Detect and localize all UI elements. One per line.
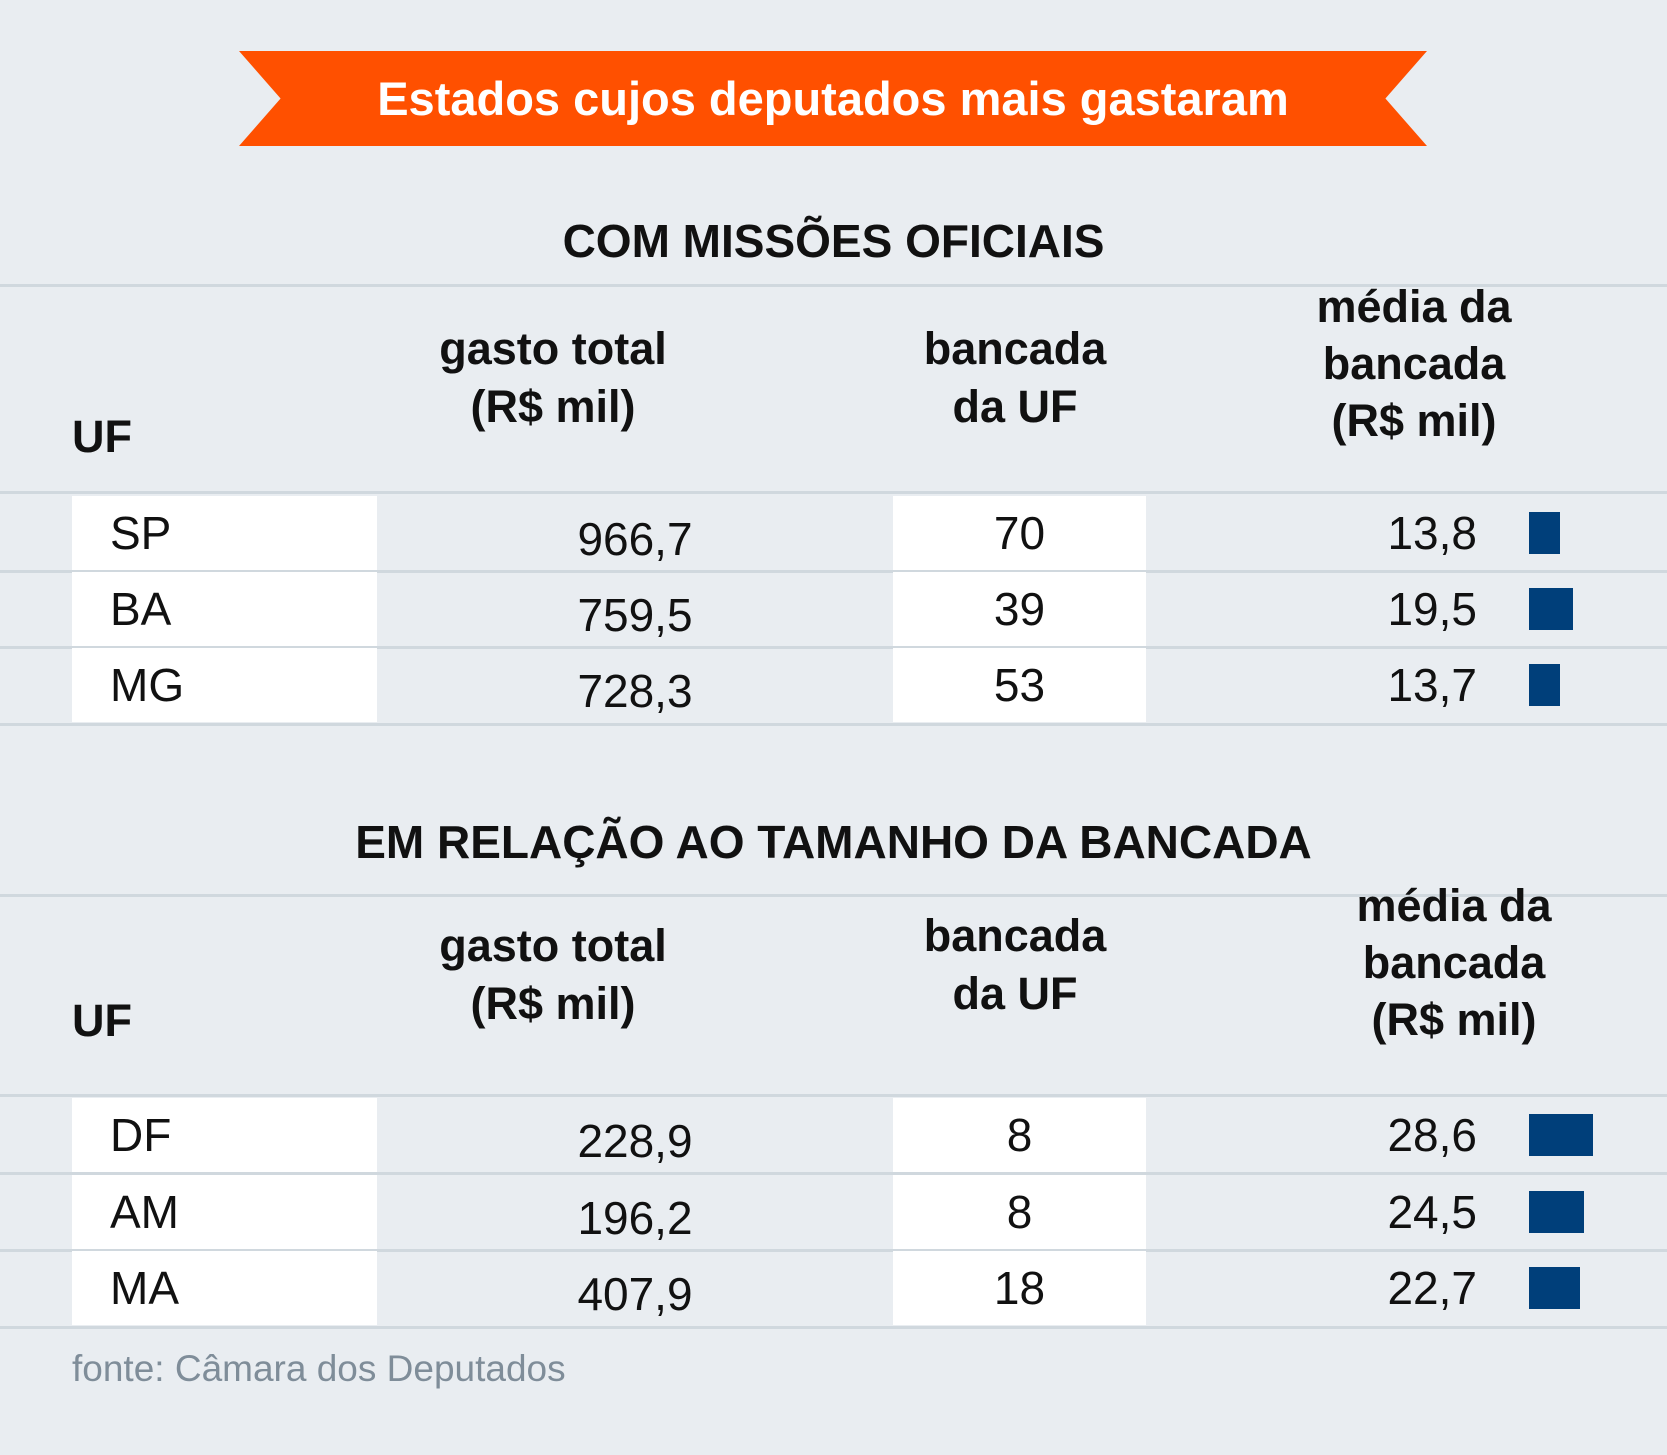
row-divider — [0, 1172, 1667, 1175]
media-bar — [1529, 512, 1560, 554]
media-bar — [1529, 588, 1573, 630]
header-media: (R$ mil) — [1331, 395, 1497, 446]
row-gasto: 228,9 — [577, 1115, 693, 1167]
divider — [0, 491, 1667, 494]
row-uf: AM — [72, 1175, 377, 1249]
row-uf: BA — [72, 572, 377, 646]
row-divider — [0, 1326, 1667, 1329]
header-media: bancada — [1322, 338, 1506, 389]
header-media: (R$ mil) — [1371, 994, 1537, 1045]
header-uf: UF — [72, 995, 132, 1046]
row-media: 22,7 — [1387, 1262, 1477, 1314]
row-media: 24,5 — [1387, 1186, 1477, 1238]
header-uf: UF — [72, 411, 132, 462]
row-media: 28,6 — [1387, 1109, 1477, 1161]
header-bancada: da UF — [952, 381, 1078, 432]
row-media: 19,5 — [1387, 583, 1477, 635]
header-media: média da — [1316, 281, 1512, 332]
header-gasto: (R$ mil) — [470, 381, 636, 432]
title-banner: Estados cujos deputados mais gastaram — [239, 51, 1427, 146]
row-divider — [0, 723, 1667, 726]
header-gasto: (R$ mil) — [470, 978, 636, 1029]
row-divider — [0, 570, 1667, 573]
media-bar — [1529, 664, 1560, 706]
section-title: EM RELAÇÃO AO TAMANHO DA BANCADA — [355, 816, 1312, 868]
source-note: fonte: Câmara dos Deputados — [72, 1348, 566, 1389]
row-uf: MA — [72, 1251, 377, 1325]
divider — [0, 894, 1667, 897]
header-bancada: da UF — [952, 968, 1078, 1019]
row-media: 13,8 — [1387, 507, 1477, 559]
row-uf: DF — [72, 1098, 377, 1172]
row-gasto: 196,2 — [577, 1192, 693, 1244]
row-gasto: 407,9 — [577, 1268, 693, 1320]
media-bar — [1529, 1267, 1580, 1309]
header-media: média da — [1356, 880, 1552, 931]
row-bancada: 18 — [893, 1251, 1146, 1325]
divider — [0, 284, 1667, 287]
header-media: bancada — [1362, 937, 1546, 988]
header-gasto: gasto total — [439, 920, 667, 971]
row-bancada: 39 — [893, 572, 1146, 646]
row-uf: SP — [72, 496, 377, 570]
header-gasto: gasto total — [439, 323, 667, 374]
media-bar — [1529, 1114, 1594, 1156]
header-bancada: bancada — [923, 323, 1107, 374]
divider — [0, 1094, 1667, 1097]
row-bancada: 70 — [893, 496, 1146, 570]
page-title: Estados cujos deputados mais gastaram — [377, 72, 1289, 125]
row-gasto: 966,7 — [577, 513, 693, 565]
row-divider — [0, 646, 1667, 649]
header-bancada: bancada — [923, 910, 1107, 961]
row-divider — [0, 1249, 1667, 1252]
row-gasto: 728,3 — [577, 665, 693, 717]
row-gasto: 759,5 — [577, 589, 693, 641]
row-media: 13,7 — [1387, 659, 1477, 711]
media-bar — [1529, 1191, 1584, 1233]
row-uf: MG — [72, 648, 377, 722]
row-bancada: 8 — [893, 1098, 1146, 1172]
row-bancada: 53 — [893, 648, 1146, 722]
row-bancada: 8 — [893, 1175, 1146, 1249]
section-title: COM MISSÕES OFICIAIS — [562, 215, 1105, 267]
